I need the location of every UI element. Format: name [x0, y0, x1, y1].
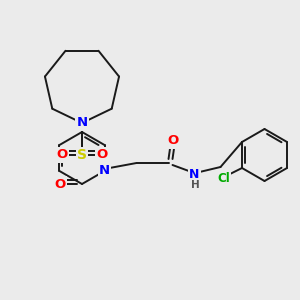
Text: O: O: [56, 148, 68, 161]
Text: S: S: [77, 148, 87, 162]
Text: N: N: [99, 164, 110, 178]
Text: O: O: [54, 178, 66, 190]
Text: N: N: [189, 169, 200, 182]
Text: O: O: [96, 148, 108, 161]
Text: O: O: [167, 134, 178, 148]
Text: Cl: Cl: [218, 172, 230, 184]
Text: H: H: [191, 180, 200, 190]
Text: N: N: [76, 116, 88, 130]
